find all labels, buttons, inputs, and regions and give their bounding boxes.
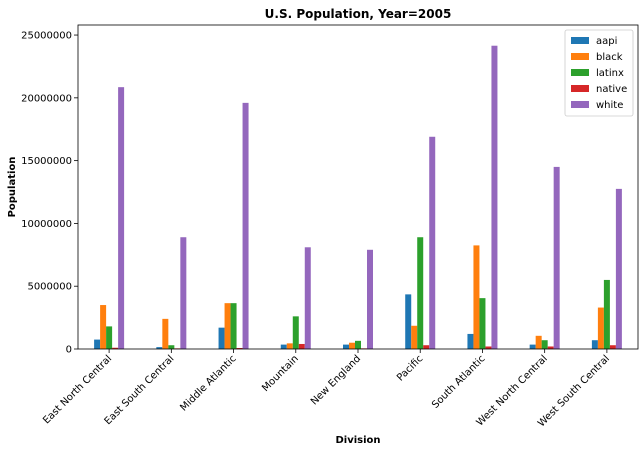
- x-tick-label: West North Central: [475, 353, 550, 428]
- y-tick-label: 5000000: [27, 282, 72, 293]
- x-tick-label: Mountain: [260, 353, 301, 394]
- legend-label-black: black: [596, 52, 623, 63]
- legend-label-native: native: [596, 84, 627, 95]
- bar-native-3: [298, 343, 305, 349]
- x-tick-label: New England: [309, 353, 363, 407]
- bar-latinx-5: [417, 237, 424, 349]
- bar-native-5: [423, 345, 430, 349]
- bar-native-6: [485, 346, 492, 349]
- bar-aapi-0: [94, 339, 101, 349]
- bar-aapi-3: [280, 344, 287, 349]
- bar-aapi-5: [405, 294, 412, 349]
- bar-aapi-1: [156, 347, 163, 349]
- y-tick-label: 25000000: [21, 31, 72, 42]
- plot-area: [94, 45, 622, 350]
- x-tick-label: East South Central: [103, 353, 177, 427]
- bar-latinx-8: [603, 279, 610, 349]
- y-axis-label: Population: [7, 157, 18, 218]
- x-tick-label: Middle Atlantic: [178, 353, 238, 413]
- bar-latinx-2: [230, 303, 237, 349]
- bar-aapi-8: [591, 340, 598, 349]
- legend-swatch-white: [571, 101, 589, 108]
- bar-latinx-4: [355, 340, 361, 349]
- x-axis-label: Division: [335, 435, 380, 446]
- legend-label-aapi: aapi: [596, 36, 617, 47]
- legend-box: [564, 29, 634, 117]
- x-tick-label: West South Central: [536, 353, 612, 429]
- x-tick-label: East North Central: [41, 353, 114, 426]
- y-tick-label: 10000000: [21, 219, 72, 230]
- legend: aapi black latinx native white: [564, 29, 634, 117]
- bar-aapi-7: [529, 344, 536, 349]
- bar-aapi-2: [218, 327, 225, 349]
- bar-white-0: [118, 87, 125, 350]
- x-tick-label: Pacific: [395, 353, 425, 383]
- legend-label-white: white: [596, 100, 623, 111]
- bar-native-2: [236, 347, 243, 349]
- bar-black-4: [349, 342, 355, 349]
- bar-white-5: [429, 136, 436, 349]
- bar-native-7: [547, 346, 554, 349]
- bar-black-8: [597, 307, 604, 349]
- bar-white-1: [180, 237, 187, 349]
- legend-swatch-black: [571, 53, 589, 60]
- bar-latinx-3: [292, 316, 299, 349]
- y-tick-label: 20000000: [21, 93, 72, 104]
- bar-white-4: [367, 249, 373, 349]
- bar-white-2: [242, 102, 249, 349]
- bar-black-3: [286, 343, 293, 349]
- legend-label-latinx: latinx: [596, 68, 624, 79]
- bar-white-7: [553, 166, 560, 349]
- bar-black-5: [411, 325, 418, 349]
- bar-latinx-0: [106, 326, 113, 349]
- bar-native-8: [609, 345, 616, 349]
- bar-black-6: [473, 245, 480, 349]
- bar-white-3: [304, 247, 311, 349]
- bar-black-1: [162, 318, 169, 349]
- legend-swatch-latinx: [571, 69, 589, 76]
- bar-white-8: [615, 188, 622, 349]
- bar-aapi-4: [343, 344, 349, 349]
- y-tick-label: 0: [66, 345, 72, 356]
- bar-black-2: [224, 303, 231, 349]
- bar-aapi-6: [467, 333, 474, 349]
- bar-latinx-1: [168, 345, 175, 349]
- bar-black-0: [100, 305, 107, 349]
- bar-native-0: [112, 347, 119, 349]
- bar-white-6: [491, 45, 498, 349]
- y-tick-label: 15000000: [21, 156, 72, 167]
- chart-title: U.S. Population, Year=2005: [265, 7, 452, 21]
- bar-black-7: [535, 335, 542, 349]
- bar-latinx-6: [479, 298, 486, 349]
- legend-swatch-aapi: [571, 37, 589, 44]
- legend-swatch-native: [571, 85, 589, 92]
- x-tick-label: South Atlantic: [430, 353, 487, 410]
- bar-latinx-7: [541, 340, 548, 349]
